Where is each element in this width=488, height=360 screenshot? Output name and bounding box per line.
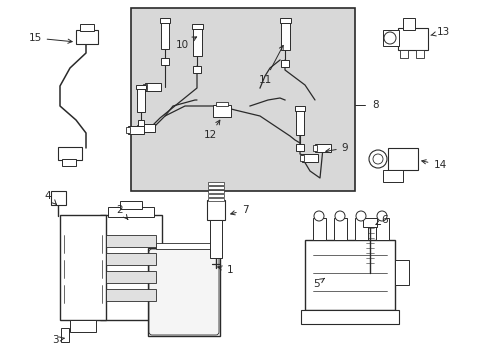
Bar xyxy=(62,159,76,166)
Bar xyxy=(207,190,224,193)
Bar xyxy=(333,218,346,240)
Bar xyxy=(145,83,161,91)
Text: 4: 4 xyxy=(44,191,56,204)
FancyBboxPatch shape xyxy=(149,249,219,335)
Bar xyxy=(209,220,222,258)
Bar xyxy=(131,8,354,191)
Bar xyxy=(279,18,290,23)
Bar xyxy=(375,218,388,240)
Bar xyxy=(295,110,304,135)
Bar xyxy=(213,105,230,117)
Bar xyxy=(415,50,423,58)
Bar xyxy=(108,207,154,217)
Bar xyxy=(305,240,394,310)
Bar xyxy=(106,253,156,265)
Text: 10: 10 xyxy=(175,37,196,50)
Bar xyxy=(156,243,212,249)
Bar xyxy=(394,260,408,285)
Bar xyxy=(362,218,376,227)
Bar xyxy=(191,24,202,29)
Bar xyxy=(60,215,106,320)
Bar xyxy=(161,22,169,49)
Bar xyxy=(399,50,407,58)
Bar xyxy=(397,28,427,50)
Text: 7: 7 xyxy=(230,205,248,215)
Bar xyxy=(314,144,330,152)
Bar xyxy=(302,154,317,162)
Bar xyxy=(382,30,398,46)
Bar xyxy=(312,218,325,240)
Bar xyxy=(296,144,303,150)
Bar xyxy=(137,125,141,131)
Bar xyxy=(207,198,224,201)
Bar xyxy=(76,30,98,44)
Bar xyxy=(207,194,224,197)
Circle shape xyxy=(376,211,386,221)
Bar xyxy=(100,215,162,320)
Bar xyxy=(80,24,94,31)
Bar xyxy=(161,58,168,65)
Circle shape xyxy=(368,150,386,168)
Bar xyxy=(280,22,289,50)
Bar xyxy=(382,170,402,182)
Circle shape xyxy=(355,211,365,221)
Bar xyxy=(160,18,170,23)
Bar xyxy=(312,145,316,151)
Bar xyxy=(136,85,145,89)
Bar xyxy=(193,66,201,73)
Text: 1: 1 xyxy=(217,265,233,275)
Circle shape xyxy=(313,211,324,221)
Text: 12: 12 xyxy=(203,120,220,140)
Text: 9: 9 xyxy=(325,143,347,153)
Circle shape xyxy=(372,154,382,164)
Bar xyxy=(294,107,305,111)
Bar xyxy=(106,289,156,301)
Text: 2: 2 xyxy=(117,205,128,220)
Text: 6: 6 xyxy=(375,215,387,225)
Bar xyxy=(354,218,367,240)
Bar xyxy=(137,120,144,126)
Bar xyxy=(120,201,142,209)
Bar xyxy=(106,235,156,247)
Text: 8: 8 xyxy=(372,100,379,110)
Bar xyxy=(402,18,414,30)
Bar xyxy=(281,60,288,67)
Bar xyxy=(58,147,82,160)
Bar xyxy=(207,186,224,189)
Bar xyxy=(106,271,156,283)
Bar xyxy=(61,328,69,342)
Text: 14: 14 xyxy=(421,160,446,170)
Bar xyxy=(207,182,224,185)
Bar xyxy=(148,248,220,336)
Bar xyxy=(128,126,143,134)
Bar xyxy=(139,124,155,132)
Bar xyxy=(299,155,304,161)
Text: 13: 13 xyxy=(430,27,448,37)
Text: 15: 15 xyxy=(28,33,72,43)
Bar xyxy=(126,127,130,133)
Bar xyxy=(216,102,227,106)
Bar xyxy=(70,320,96,332)
Text: 11: 11 xyxy=(258,45,283,85)
Circle shape xyxy=(334,211,345,221)
Bar xyxy=(301,310,398,324)
Bar xyxy=(142,84,147,90)
Bar xyxy=(387,148,417,170)
Bar xyxy=(137,88,144,112)
Text: 5: 5 xyxy=(312,278,324,289)
Bar xyxy=(51,191,66,205)
Text: 3: 3 xyxy=(52,335,64,345)
Bar xyxy=(192,28,201,56)
Bar xyxy=(206,200,224,220)
Circle shape xyxy=(383,32,395,44)
